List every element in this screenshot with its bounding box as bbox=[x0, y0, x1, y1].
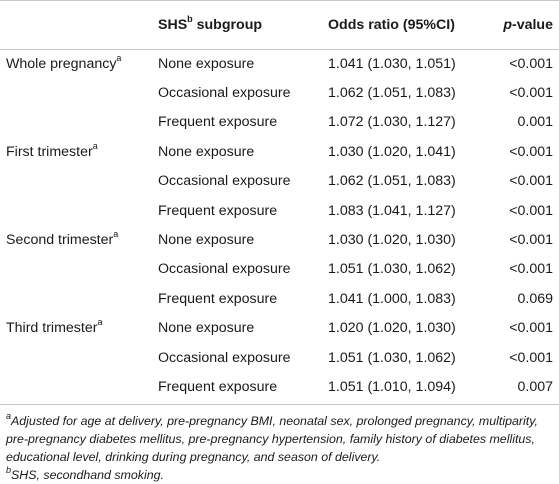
header-rule bbox=[0, 49, 559, 50]
table-row: Occasional exposure 1.062 (1.051, 1.083) <… bbox=[0, 167, 559, 196]
footer-rule bbox=[0, 404, 559, 405]
header-period bbox=[0, 0, 158, 49]
table-row: Whole pregnancya None exposure 1.041 (1.03… bbox=[0, 49, 559, 78]
cell-period bbox=[0, 108, 158, 137]
cell-period: Second trimestera bbox=[0, 225, 158, 254]
cell-p-value: <0.001 bbox=[509, 143, 553, 160]
cell-odds-ratio: 1.051 (1.030, 1.062) bbox=[328, 261, 456, 278]
cell-odds-ratio: 1.062 (1.051, 1.083) bbox=[328, 173, 456, 190]
footnote-a-text: Adjusted for age at delivery, pre-pregna… bbox=[6, 414, 538, 464]
period-label: Second trimester bbox=[6, 232, 114, 249]
period-label: Whole pregnancy bbox=[6, 55, 117, 72]
cell-odds-ratio: 1.030 (1.020, 1.030) bbox=[328, 232, 456, 249]
footnote-b-mark: b bbox=[6, 464, 12, 475]
cell-odds-ratio: 1.051 (1.030, 1.062) bbox=[328, 349, 456, 366]
period-sup: a bbox=[113, 229, 119, 240]
cell-period bbox=[0, 78, 158, 107]
header-p-value: p-value bbox=[498, 0, 559, 49]
cell-period bbox=[0, 343, 158, 372]
table-row: Frequent exposure 1.083 (1.041, 1.127) <0.… bbox=[0, 196, 559, 225]
cell-subgroup: Frequent exposure bbox=[158, 202, 278, 219]
cell-period: Whole pregnancya bbox=[0, 49, 158, 78]
cell-subgroup: None exposure bbox=[158, 232, 255, 249]
cell-subgroup: Frequent exposure bbox=[158, 290, 278, 307]
cell-odds-ratio: 1.020 (1.020, 1.030) bbox=[328, 320, 456, 337]
table-row: First trimestera None exposure 1.030 (1.02… bbox=[0, 137, 559, 166]
table-body: Whole pregnancya None exposure 1.041 (1.03… bbox=[0, 49, 559, 402]
cell-p-value: <0.001 bbox=[509, 320, 553, 337]
period-sup: a bbox=[116, 52, 122, 63]
footnote-a-mark: a bbox=[6, 410, 12, 421]
top-rule bbox=[0, 0, 559, 1]
cell-p-value: <0.001 bbox=[509, 261, 553, 278]
table-header: SHSb subgroup Odds ratio (95%CI) p-value bbox=[0, 0, 559, 49]
odds-ratio-table: SHSb subgroup Odds ratio (95%CI) p-value… bbox=[0, 0, 559, 402]
cell-period bbox=[0, 284, 158, 313]
period-sup: a bbox=[97, 317, 103, 328]
cell-period: First trimestera bbox=[0, 137, 158, 166]
table-row: Third trimestera None exposure 1.020 (1.02… bbox=[0, 314, 559, 343]
cell-period bbox=[0, 196, 158, 225]
period-sup: a bbox=[92, 141, 98, 152]
cell-p-value: <0.001 bbox=[509, 173, 553, 190]
cell-p-value: 0.007 bbox=[517, 378, 553, 395]
cell-p-value: <0.001 bbox=[509, 349, 553, 366]
cell-p-value: <0.001 bbox=[509, 85, 553, 102]
header-odds-ratio: Odds ratio (95%CI) bbox=[328, 16, 455, 33]
header-subgroup-main: SHS bbox=[158, 16, 188, 33]
cell-odds-ratio: 1.041 (1.030, 1.051) bbox=[328, 55, 456, 72]
cell-period bbox=[0, 372, 158, 401]
header-row: SHSb subgroup Odds ratio (95%CI) p-value bbox=[0, 0, 559, 49]
table-row: Occasional exposure 1.051 (1.030, 1.062) <… bbox=[0, 255, 559, 284]
cell-odds-ratio: 1.030 (1.020, 1.041) bbox=[328, 143, 456, 160]
table-row: Frequent exposure 1.041 (1.000, 1.083) 0.0… bbox=[0, 284, 559, 313]
cell-p-value: <0.001 bbox=[509, 55, 553, 72]
cell-p-value: 0.069 bbox=[517, 290, 553, 307]
table-row: Second trimestera None exposure 1.030 (1.0… bbox=[0, 225, 559, 254]
header-subgroup-rest: subgroup bbox=[192, 16, 263, 33]
cell-odds-ratio: 1.051 (1.010, 1.094) bbox=[328, 378, 456, 395]
table-row: Frequent exposure 1.051 (1.010, 1.094) 0.0… bbox=[0, 372, 559, 401]
footnotes: aAdjusted for age at delivery, pre-pregn… bbox=[6, 410, 553, 484]
header-p-italic: p bbox=[503, 16, 512, 33]
cell-odds-ratio: 1.062 (1.051, 1.083) bbox=[328, 85, 456, 102]
period-label: Third trimester bbox=[6, 320, 98, 337]
cell-period bbox=[0, 255, 158, 284]
footnote-a: aAdjusted for age at delivery, pre-pregn… bbox=[6, 410, 553, 466]
cell-p-value: <0.001 bbox=[509, 232, 553, 249]
cell-period: Third trimestera bbox=[0, 314, 158, 343]
header-subgroup-sup: b bbox=[187, 13, 193, 24]
cell-subgroup: None exposure bbox=[158, 55, 255, 72]
cell-p-value: <0.001 bbox=[509, 202, 553, 219]
cell-period bbox=[0, 167, 158, 196]
cell-odds-ratio: 1.083 (1.041, 1.127) bbox=[328, 202, 456, 219]
table-row: Occasional exposure 1.062 (1.051, 1.083) <… bbox=[0, 78, 559, 107]
cell-p-value: 0.001 bbox=[517, 114, 553, 131]
period-label: First trimester bbox=[6, 143, 93, 160]
header-subgroup: SHSb subgroup bbox=[158, 0, 328, 49]
cell-subgroup: Occasional exposure bbox=[158, 173, 291, 190]
cell-subgroup: Occasional exposure bbox=[158, 349, 291, 366]
cell-subgroup: Occasional exposure bbox=[158, 85, 291, 102]
table-row: Frequent exposure 1.072 (1.030, 1.127) 0.0… bbox=[0, 108, 559, 137]
cell-odds-ratio: 1.072 (1.030, 1.127) bbox=[328, 114, 456, 131]
cell-subgroup: Occasional exposure bbox=[158, 261, 291, 278]
table-row: Occasional exposure 1.051 (1.030, 1.062) <… bbox=[0, 343, 559, 372]
cell-subgroup: None exposure bbox=[158, 143, 255, 160]
cell-subgroup: None exposure bbox=[158, 320, 255, 337]
header-p-rest: -value bbox=[511, 16, 553, 33]
footnote-b-text: SHS, secondhand smoking. bbox=[11, 468, 164, 482]
cell-odds-ratio: 1.041 (1.000, 1.083) bbox=[328, 290, 456, 307]
cell-subgroup: Frequent exposure bbox=[158, 114, 278, 131]
cell-subgroup: Frequent exposure bbox=[158, 378, 278, 395]
